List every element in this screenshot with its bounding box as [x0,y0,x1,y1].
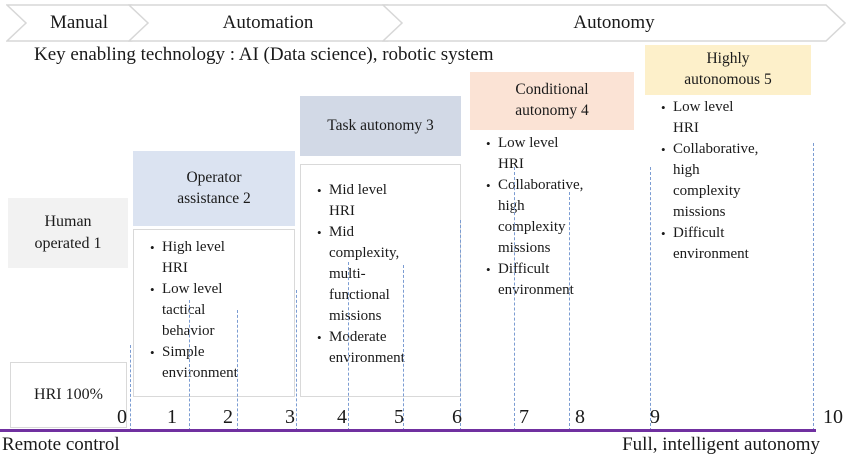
list-item: • Mid level HRI [301,180,458,222]
list-item: • High level HRI [134,237,292,279]
axis-tick-label: 10 [823,406,843,428]
grid-line [403,265,404,431]
bullet-icon: • [317,330,322,345]
level2-bullet-list: • High level HRI • Low level tactical beha… [133,229,295,397]
bullet-icon: • [150,345,155,360]
list-item: • Difficult environment [470,259,642,301]
grid-line [296,290,297,431]
bullet-icon: • [317,225,322,240]
hri-100-box: HRI 100% [10,362,127,428]
grid-line [813,143,814,431]
autonomy-axis-line [0,429,816,432]
list-item: • Difficult environment [645,223,821,265]
phase-chevron-automation: Automation [128,4,408,42]
level4-header: Conditional autonomy 4 [470,72,634,130]
bullet-icon: • [661,142,666,157]
axis-label-remote-control: Remote control [2,434,120,455]
bullet-icon: • [150,282,155,297]
bullet-text: Difficult environment [673,225,749,262]
bullet-text: Low level tactical behavior [162,281,223,339]
axis-tick-label: 5 [394,406,404,428]
grid-line [348,262,349,431]
level1-header: Human operated 1 [8,198,128,268]
bullet-text: Collaborative, high complexity missions [498,177,584,256]
bullet-text: Low level HRI [498,135,559,172]
list-item: • Moderate environment [301,327,458,369]
axis-tick-label: 4 [337,406,347,428]
list-item: • Mid complexity, multi- functional missi… [301,222,458,327]
list-item: • Low level tactical behavior [134,279,292,342]
grid-line [569,192,570,431]
phase-label-manual: Manual [49,12,109,33]
level3-bullet-list: • Mid level HRI • Mid complexity, multi- f… [300,164,461,397]
bullet-icon: • [150,240,155,255]
list-item: • Simple environment [134,342,292,384]
list-item: • Collaborative, high complexity missions [645,139,821,223]
bullet-text: Difficult environment [498,261,574,298]
bullet-icon: • [317,183,322,198]
axis-tick-label: 3 [285,406,295,428]
bullet-text: Collaborative, high complexity missions [673,141,759,220]
level5-header: Highly autonomous 5 [645,45,811,95]
phase-label-autonomy: Autonomy [573,12,655,33]
axis-tick-label: 1 [167,406,177,428]
bullet-text: Mid complexity, multi- functional missio… [329,224,400,324]
grid-line [460,220,461,431]
bullet-text: High level HRI [162,239,225,276]
level3-header: Task autonomy 3 [300,96,461,156]
grid-line [514,167,515,431]
list-item: • Collaborative, high complexity missions [470,175,642,259]
axis-tick-label: 2 [223,406,233,428]
phase-label-automation: Automation [222,12,314,33]
bullet-icon: • [486,178,491,193]
key-technology-caption: Key enabling technology : AI (Data scien… [34,44,494,65]
grid-line [237,310,238,431]
axis-tick-label: 9 [650,406,660,428]
axis-tick-label: 7 [519,406,529,428]
axis-tick-label: 0 [117,406,127,428]
level2-header: Operator assistance 2 [133,151,295,226]
chevron-shape-icon [382,4,846,42]
bullet-icon: • [661,226,666,241]
bullet-text: Simple environment [162,344,238,381]
level4-bullet-list: • Low level HRI • Collaborative, high comp… [470,133,642,301]
axis-tick-label: 6 [452,406,462,428]
grid-line [130,345,131,431]
grid-line [650,167,651,431]
bullet-icon: • [486,262,491,277]
axis-tick-label: 8 [575,406,585,428]
bullet-text: Mid level HRI [329,182,387,219]
bullet-icon: • [661,100,666,115]
list-item: • Low level HRI [470,133,642,175]
phase-chevron-autonomy: Autonomy [382,4,846,42]
axis-label-full-autonomy: Full, intelligent autonomy [622,434,820,455]
list-item: • Low level HRI [645,97,821,139]
bullet-text: Low level HRI [673,99,734,136]
level5-bullet-list: • Low level HRI • Collaborative, high comp… [645,97,821,265]
grid-line [189,300,190,431]
bullet-text: Moderate environment [329,329,405,366]
bullet-icon: • [486,136,491,151]
